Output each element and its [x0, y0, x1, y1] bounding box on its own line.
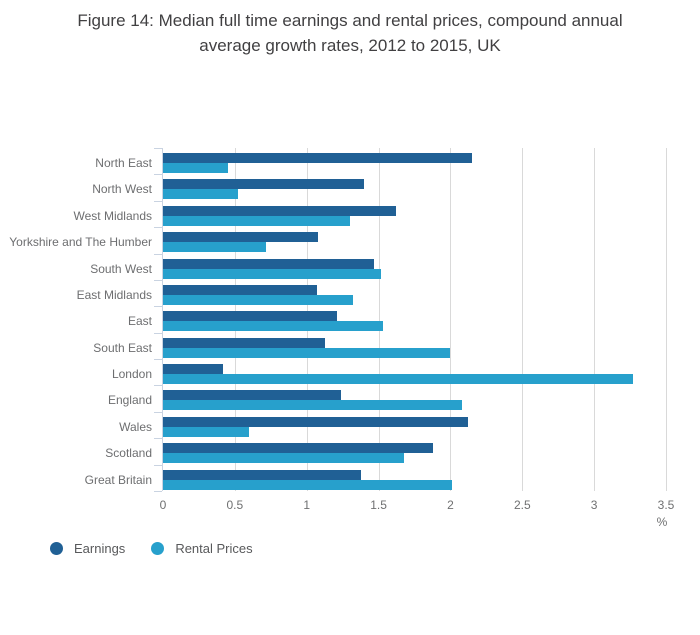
- category-label: East: [127, 314, 152, 329]
- chart-row-east-midlands: East Midlands: [77, 279, 666, 306]
- y-axis-tick: [154, 279, 162, 281]
- x-axis-tick-label-0.5: 0.5: [226, 498, 244, 512]
- rental-prices-bar-east[interactable]: [163, 321, 383, 332]
- category-label: East Midlands: [76, 287, 152, 302]
- earnings-bar-east[interactable]: [163, 311, 337, 322]
- y-axis-tick: [154, 332, 162, 334]
- y-axis-tick: [154, 491, 162, 492]
- chart-row-south-east: South East: [93, 332, 666, 359]
- y-axis-tick: [154, 227, 162, 229]
- gridline-x-2.5: [522, 148, 524, 491]
- gridline-x-1.5: [378, 148, 380, 491]
- category-label: North East: [95, 156, 152, 170]
- chart-row-yorkshire-and-the-humber: Yorkshire and The Humber: [9, 227, 666, 253]
- chart-row-wales: Wales: [119, 411, 666, 438]
- chart-row-london: London: [112, 359, 666, 385]
- rental-prices-bar-yorkshire-and-the-humber[interactable]: [163, 242, 267, 253]
- gridline-x-3.5: [666, 148, 667, 491]
- y-axis-tick: [154, 385, 162, 387]
- x-axis-tick-label-1: 1: [303, 498, 311, 512]
- rental-prices-bar-west-midlands[interactable]: [163, 215, 350, 226]
- earnings-bar-england[interactable]: [163, 390, 342, 401]
- x-axis-tick-label-2.5: 2.5: [513, 498, 531, 512]
- y-axis-tick: [154, 464, 162, 466]
- rental-prices-bar-north-west[interactable]: [163, 189, 238, 200]
- x-axis-unit-label: %: [656, 515, 668, 529]
- earnings-bar-london[interactable]: [163, 364, 224, 374]
- chart-row-south-west: South West: [90, 253, 666, 280]
- gridline-x-2: [450, 148, 452, 491]
- earnings-bar-north-east[interactable]: [163, 153, 472, 163]
- chart-row-scotland: Scotland: [105, 438, 666, 464]
- rental-prices-bar-east-midlands[interactable]: [163, 294, 353, 305]
- y-axis-tick: [154, 200, 162, 202]
- rental-prices-bar-north-east[interactable]: [163, 163, 228, 173]
- legend: Earnings Rental Prices: [50, 541, 253, 556]
- y-axis-tick: [154, 359, 162, 360]
- gridline-x-3: [594, 148, 596, 491]
- category-label: South East: [93, 340, 152, 355]
- rental-prices-series-dot-icon: [151, 542, 165, 555]
- category-label: Great Britain: [84, 472, 152, 487]
- legend-item-rental-prices[interactable]: Rental Prices: [151, 541, 253, 556]
- rental-prices-bar-england[interactable]: [163, 400, 462, 411]
- legend-rental-prices-label: Rental Prices: [175, 541, 253, 556]
- category-label: Scotland: [105, 446, 152, 461]
- plot-area: North East North West West Midlands Yorkshi…: [9, 148, 674, 529]
- earnings-bar-west-midlands[interactable]: [163, 205, 396, 216]
- chart-row-north-east: North East: [95, 148, 666, 174]
- chart-row-west-midlands: West Midlands: [74, 200, 666, 227]
- legend-item-earnings[interactable]: Earnings: [50, 541, 125, 556]
- category-label: England: [107, 393, 152, 408]
- earnings-bar-wales[interactable]: [163, 416, 468, 427]
- category-label: London: [111, 367, 152, 381]
- earnings-bar-east-midlands[interactable]: [163, 284, 317, 295]
- category-label: Wales: [119, 419, 152, 434]
- x-axis-tick-label-2: 2: [447, 498, 454, 512]
- rental-prices-bar-wales[interactable]: [163, 426, 250, 437]
- x-axis-tick-label-3.5: 3.5: [657, 498, 675, 512]
- rental-prices-bar-scotland[interactable]: [163, 453, 405, 464]
- y-axis-tick: [154, 306, 162, 308]
- category-label: Yorkshire and The Humber: [9, 235, 152, 250]
- category-label: West Midlands: [73, 208, 152, 223]
- earnings-bar-south-east[interactable]: [163, 337, 326, 348]
- y-axis-tick: [154, 438, 162, 440]
- earnings-bar-scotland[interactable]: [163, 443, 434, 454]
- earnings-bar-north-west[interactable]: [163, 179, 365, 190]
- earnings-bar-great-britain[interactable]: [163, 469, 362, 480]
- chart-row-north-west: North West: [92, 174, 666, 200]
- rental-prices-bar-south-west[interactable]: [163, 268, 382, 279]
- y-axis-tick: [154, 174, 162, 176]
- rental-prices-bar-great-britain[interactable]: [163, 479, 452, 490]
- x-axis-tick-label-3: 3: [590, 498, 598, 512]
- chart-row-east: East: [128, 306, 666, 332]
- earnings-bar-south-west[interactable]: [163, 258, 375, 269]
- legend-earnings-label: Earnings: [74, 541, 126, 556]
- x-axis-tick-label-1.5: 1.5: [370, 498, 387, 512]
- rental-prices-bar-south-east[interactable]: [163, 347, 451, 358]
- category-label: North West: [92, 182, 152, 197]
- x-axis-tick-label-0: 0: [159, 498, 167, 512]
- earnings-bar-yorkshire-and-the-humber[interactable]: [163, 232, 319, 243]
- rental-prices-bar-london[interactable]: [163, 374, 633, 384]
- y-axis-tick: [154, 148, 162, 149]
- earnings-series-dot-icon: [50, 542, 63, 555]
- y-axis-tick: [154, 253, 162, 255]
- chart-row-great-britain: Great Britain: [85, 464, 666, 491]
- chart-title: Figure 14: Median full time earnings and…: [77, 11, 623, 55]
- category-label: South West: [90, 261, 152, 276]
- y-axis-tick: [154, 411, 162, 413]
- chart-row-england: England: [108, 385, 666, 411]
